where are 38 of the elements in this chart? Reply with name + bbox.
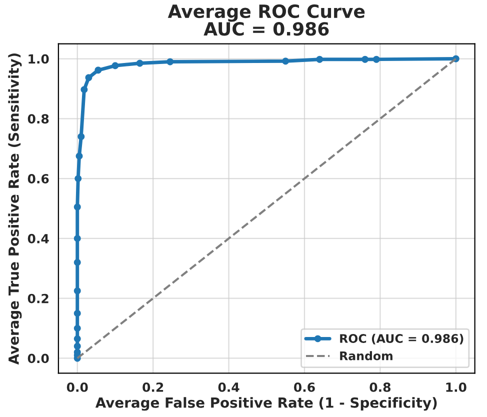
y-tick-label: 0.6 [28, 174, 49, 184]
point [74, 335, 81, 342]
point [74, 258, 81, 266]
y-axis-title: Average True Positive Rate (Sensitivity) [8, 53, 22, 365]
y-tick-label: 0.4 [28, 234, 49, 244]
point [74, 342, 81, 350]
y-tick-label: 1.0 [28, 54, 49, 64]
point [74, 234, 81, 242]
point [94, 66, 102, 74]
point [76, 152, 83, 160]
x-tick-label: 0.0 [66, 382, 88, 392]
point [74, 204, 81, 210]
point [362, 56, 369, 63]
point [166, 58, 174, 66]
y-tick-label: 0.0 [28, 354, 49, 364]
point [78, 133, 85, 140]
point [74, 287, 81, 294]
point [74, 324, 81, 332]
x-axis-title: Average False Positive Rate (1 - Specificity) [95, 397, 437, 411]
x-tick-label: 1.0 [446, 382, 466, 392]
point [112, 62, 119, 70]
point [372, 56, 380, 63]
point [316, 56, 324, 63]
point [74, 175, 82, 182]
x-tick-label: 0.8 [370, 382, 390, 392]
point [136, 60, 144, 67]
x-tick-label: 0.6 [294, 382, 315, 392]
point [85, 74, 92, 82]
legend-label: Random [340, 351, 392, 360]
legend-label: ROC (AUC = 0.986) [340, 334, 464, 344]
y-tick-label: 0.8 [28, 114, 49, 124]
chart-title: Average ROC Curve AUC = 0.986 [168, 4, 365, 36]
y-tick-label: 0.2 [28, 294, 48, 304]
point [80, 86, 88, 94]
x-tick-label: 0.2 [142, 382, 164, 392]
point [74, 310, 81, 317]
point [282, 58, 290, 65]
x-tick-label: 0.4 [218, 382, 240, 392]
